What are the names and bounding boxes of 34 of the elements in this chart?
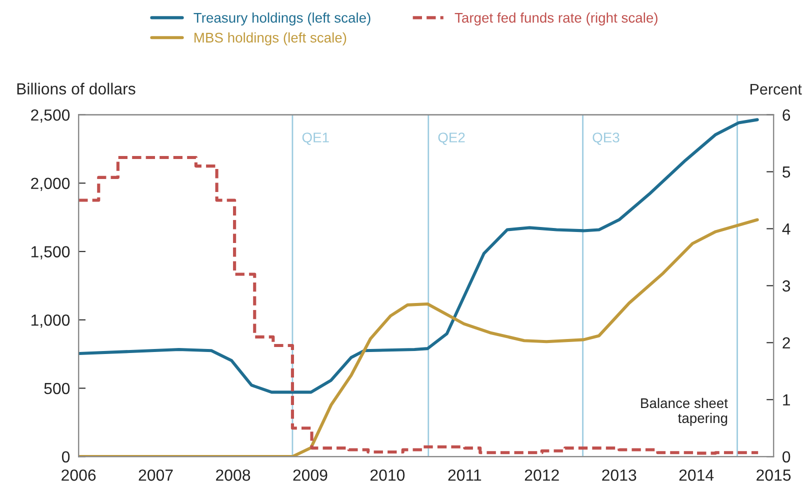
ref-line-label: Balance sheet tapering xyxy=(641,398,728,426)
x-tick-label: 2013 xyxy=(602,470,636,481)
y-tick-label: 2,500 xyxy=(31,109,70,123)
ref-line-label: QE2 xyxy=(438,132,465,145)
y-tick-label: 2,000 xyxy=(31,178,70,191)
legend-label: Treasury holdings (left scale) xyxy=(194,12,370,26)
ref-line-label: QE1 xyxy=(302,132,329,145)
x-tick-label: 2012 xyxy=(524,470,559,481)
line-series xyxy=(78,118,759,394)
y2-tick-label: 2 xyxy=(782,337,790,348)
y2-tick-label: 6 xyxy=(782,109,790,121)
y2-tick-label: 0 xyxy=(782,451,790,463)
line-series xyxy=(78,218,759,457)
x-tick-label: 2006 xyxy=(62,470,96,481)
legend-label: Target fed funds rate (right scale) xyxy=(454,12,658,26)
y-tick-label: 500 xyxy=(44,382,70,394)
y-tick-label: 1,500 xyxy=(31,246,70,260)
x-tick-label: 2011 xyxy=(448,470,482,481)
x-tick-label: 2007 xyxy=(138,470,173,481)
y2-tick-label: 4 xyxy=(782,224,790,234)
y2-tick-label: 5 xyxy=(782,166,790,178)
x-tick-label: 2009 xyxy=(293,470,328,481)
x-tick-label: 2010 xyxy=(370,470,405,481)
y-tick-label: 1,000 xyxy=(31,314,70,328)
y-axis-title: Billions of dollars xyxy=(17,82,136,95)
y2-tick-label: 3 xyxy=(782,280,790,292)
x-tick-label: 2008 xyxy=(216,470,250,481)
ref-line-label: QE3 xyxy=(592,132,620,145)
x-tick-label: 2015 xyxy=(756,470,791,481)
y2-tick-label: 1 xyxy=(783,394,790,406)
legend-label: MBS holdings (left scale) xyxy=(194,32,346,46)
x-tick-label: 2014 xyxy=(679,470,714,481)
y2-axis-title: Percent xyxy=(750,84,802,95)
y-tick-label: 0 xyxy=(62,451,70,463)
